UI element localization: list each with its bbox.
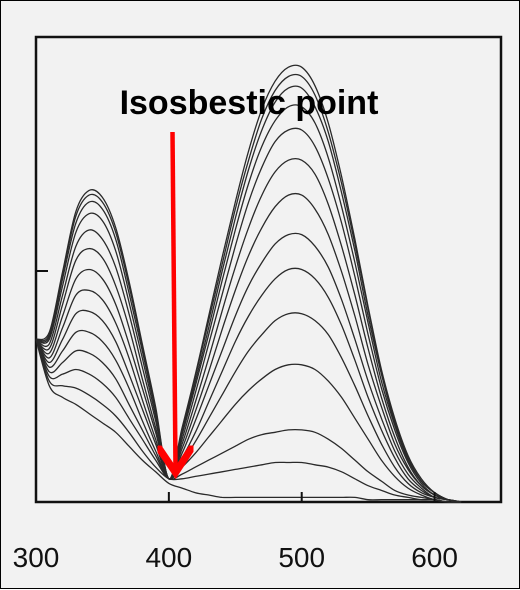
spectrum-line-7 (35, 232, 462, 503)
isosbestic-annotation-label: Isosbestic point (120, 84, 379, 122)
series-group (35, 64, 462, 503)
spectrum-line-9 (35, 157, 462, 503)
x-tick-label: 400 (145, 542, 192, 573)
spectrum-line-5 (35, 312, 462, 503)
spectrum-line-6 (35, 267, 462, 503)
spectrum-line-14 (35, 64, 462, 503)
spectrum-line-8 (35, 192, 462, 503)
plot-area (34, 35, 503, 504)
spectrum-line-11 (35, 104, 462, 503)
spectrum-line-3 (35, 339, 462, 503)
spectrum-line-4 (35, 339, 462, 503)
spectrum-line-10 (35, 127, 462, 503)
x-axis: 300 400 500 600 (13, 492, 458, 573)
isosbestic-arrow (173, 131, 176, 468)
spectrum-line-1 (35, 339, 462, 503)
x-tick-label: 300 (13, 542, 60, 573)
spectrum-line-2 (35, 339, 462, 503)
x-tick-label: 500 (278, 542, 325, 573)
x-tick-label: 600 (411, 542, 458, 573)
